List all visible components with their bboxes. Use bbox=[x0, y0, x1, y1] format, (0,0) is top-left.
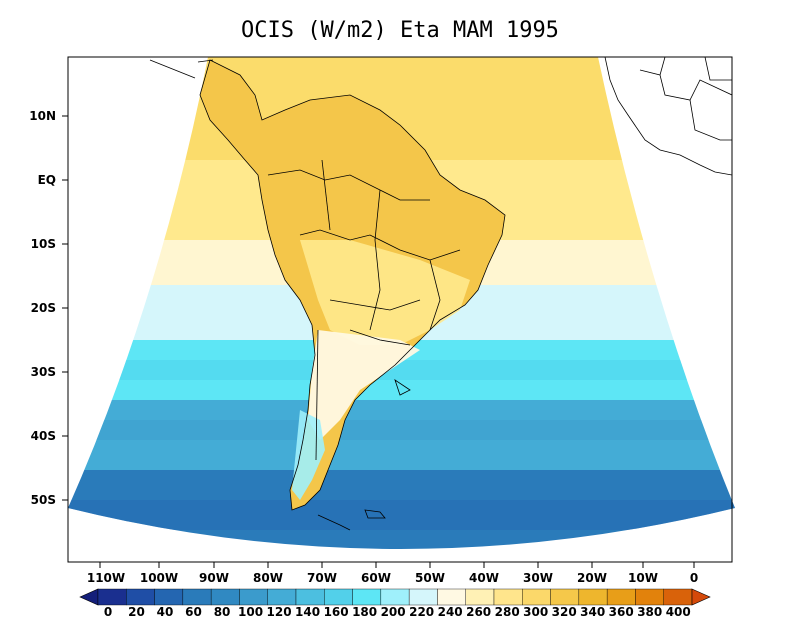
lon-label-100w: 100W bbox=[140, 571, 178, 585]
colorbar-cell bbox=[239, 588, 268, 606]
colorbar-cell bbox=[550, 588, 580, 606]
colorbar-cell bbox=[126, 588, 155, 606]
colorbar-label: 260 bbox=[466, 605, 491, 618]
latitude-axis: 10N EQ 10S 20S 30S 40S 50S bbox=[29, 109, 68, 507]
lat-label-10n: 10N bbox=[29, 109, 56, 123]
colorbar-label: 320 bbox=[552, 605, 577, 618]
colorbar-label: 220 bbox=[409, 605, 434, 618]
lat-label-30s: 30S bbox=[31, 365, 56, 379]
lon-label-80w: 80W bbox=[253, 571, 283, 585]
colorbar-over-arrow bbox=[691, 588, 711, 606]
colorbar-label: 300 bbox=[523, 605, 548, 618]
colorbar-label: 140 bbox=[295, 605, 320, 618]
southern-cone-pale bbox=[308, 330, 420, 440]
lat-label-10s: 10S bbox=[31, 237, 56, 251]
africa-coastline bbox=[604, 57, 732, 176]
colorbar-label: 0 bbox=[104, 605, 112, 618]
lat-label-50s: 50S bbox=[31, 493, 56, 507]
colorbar-cell bbox=[493, 588, 523, 606]
lon-label-60w: 60W bbox=[361, 571, 391, 585]
colorbar-labels: 0 20 40 60 80 100 120 140 160 180 200 220 240 260 280 3… bbox=[104, 605, 691, 618]
colorbar-label: 360 bbox=[609, 605, 634, 618]
lat-label-40s: 40S bbox=[31, 429, 56, 443]
map-title: OCIS (W/m2) Eta MAM 1995 bbox=[241, 18, 559, 43]
colorbar-label: 100 bbox=[238, 605, 263, 618]
lon-label-10w: 10W bbox=[628, 571, 658, 585]
lon-label-20w: 20W bbox=[577, 571, 607, 585]
colorbar-cells bbox=[97, 588, 693, 606]
colorbar-label: 20 bbox=[128, 605, 145, 618]
colorbar-cell bbox=[97, 588, 127, 606]
colorbar-label: 400 bbox=[666, 605, 691, 618]
colorbar-cell bbox=[380, 588, 410, 606]
coastlines bbox=[149, 59, 506, 531]
lon-label-40w: 40W bbox=[469, 571, 499, 585]
colorbar-under-arrow bbox=[79, 588, 99, 606]
lon-label-0: 0 bbox=[690, 571, 698, 585]
colorbar-cell bbox=[437, 588, 466, 606]
south-america-dry-interior bbox=[300, 240, 470, 345]
ocis-field bbox=[68, 57, 735, 549]
colorbar-label: 180 bbox=[352, 605, 377, 618]
colorbar-label: 60 bbox=[185, 605, 202, 618]
colorbar-label: 200 bbox=[381, 605, 406, 618]
lon-label-90w: 90W bbox=[199, 571, 229, 585]
colorbar-cell bbox=[154, 588, 184, 606]
lon-label-70w: 70W bbox=[307, 571, 337, 585]
colorbar-label: 380 bbox=[637, 605, 662, 618]
colorbar-label: 80 bbox=[214, 605, 231, 618]
colorbar-label: 240 bbox=[438, 605, 463, 618]
colorbar-cell bbox=[606, 588, 636, 606]
colorbar-label: 340 bbox=[580, 605, 605, 618]
lat-label-20s: 20S bbox=[31, 301, 56, 315]
colorbar-cell bbox=[408, 588, 438, 606]
colorbar-label: 280 bbox=[495, 605, 520, 618]
lon-label-30w: 30W bbox=[523, 571, 553, 585]
longitude-axis: 110W 100W 90W 80W 70W 60W 50W 40W 30W 20… bbox=[87, 562, 698, 585]
colorbar-label: 40 bbox=[157, 605, 174, 618]
colorbar-cell bbox=[295, 588, 325, 606]
colorbar-cell bbox=[182, 588, 212, 606]
lat-label-eq: EQ bbox=[38, 173, 56, 187]
colorbar-cell bbox=[267, 588, 297, 606]
colorbar: 0 20 40 60 80 100 120 140 160 180 200 220 240 260 280 3… bbox=[79, 588, 711, 618]
colorbar-cell bbox=[210, 588, 240, 606]
colorbar-cell bbox=[635, 588, 664, 606]
colorbar-cell bbox=[324, 588, 353, 606]
colorbar-label: 120 bbox=[267, 605, 292, 618]
lon-label-50w: 50W bbox=[415, 571, 445, 585]
colorbar-cell bbox=[522, 588, 551, 606]
colorbar-cell bbox=[578, 588, 608, 606]
colorbar-label: 160 bbox=[324, 605, 349, 618]
map-frame bbox=[67, 56, 733, 563]
lon-label-110w: 110W bbox=[87, 571, 125, 585]
colorbar-cell bbox=[663, 588, 693, 606]
colorbar-cell bbox=[352, 588, 382, 606]
colorbar-cell bbox=[465, 588, 495, 606]
